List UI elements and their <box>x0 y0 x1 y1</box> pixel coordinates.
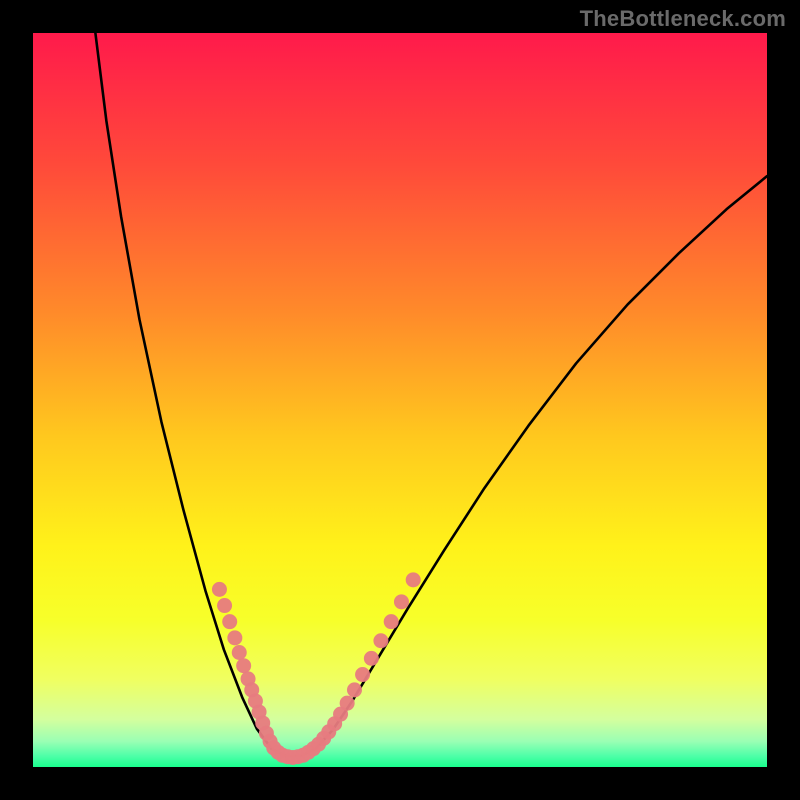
marker-dot <box>364 651 379 666</box>
plot-area <box>33 33 767 767</box>
marker-dot <box>355 667 370 682</box>
marker-dot <box>217 598 232 613</box>
marker-dot <box>236 658 251 673</box>
marker-dot <box>232 645 247 660</box>
marker-dot <box>394 594 409 609</box>
bottleneck-curve <box>95 33 767 756</box>
watermark-text: TheBottleneck.com <box>580 6 786 32</box>
chart-frame: TheBottleneck.com <box>0 0 800 800</box>
marker-dot <box>347 682 362 697</box>
marker-dot <box>384 614 399 629</box>
marker-dot <box>222 614 237 629</box>
marker-dot <box>212 582 227 597</box>
marker-dot <box>340 696 355 711</box>
bottleneck-curve-layer <box>33 33 767 767</box>
marker-group <box>212 572 421 765</box>
marker-dot <box>373 633 388 648</box>
marker-dot <box>227 630 242 645</box>
marker-dot <box>406 572 421 587</box>
